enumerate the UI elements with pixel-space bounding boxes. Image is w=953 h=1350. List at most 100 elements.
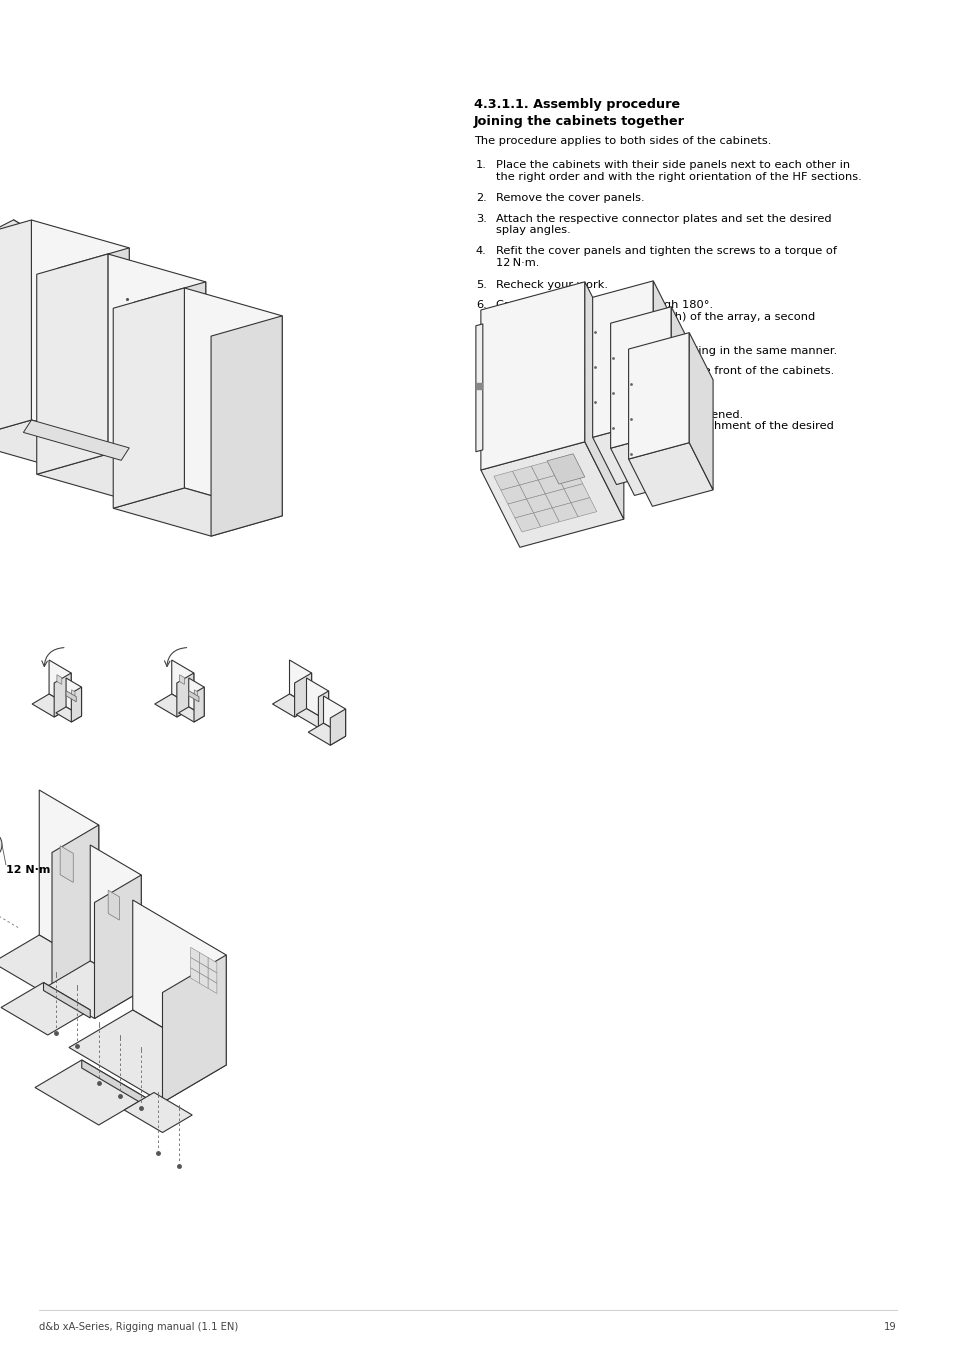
Polygon shape [199,963,208,979]
Polygon shape [54,674,71,717]
Polygon shape [94,875,141,1018]
Polygon shape [296,709,328,728]
Text: Remove the cover panels.: Remove the cover panels. [495,193,643,202]
Polygon shape [113,487,282,536]
Polygon shape [71,687,81,722]
Polygon shape [550,456,576,475]
Polygon shape [547,454,584,485]
Polygon shape [13,220,40,390]
Polygon shape [480,282,584,470]
Text: Joining the cabinets together: Joining the cabinets together [474,115,684,128]
Polygon shape [0,936,99,998]
Text: Carefully turn the array through 180°.
⇒ Depending on the size (length) of the a: Carefully turn the array through 180°. ⇒… [495,300,814,333]
Polygon shape [533,508,558,526]
Text: 6.: 6. [476,300,486,310]
Polygon shape [60,845,73,883]
Polygon shape [122,378,132,396]
Polygon shape [49,660,71,707]
Text: 9.: 9. [476,386,486,397]
Text: 3.: 3. [476,213,486,224]
Polygon shape [330,709,345,745]
Polygon shape [537,475,563,494]
Polygon shape [0,220,31,440]
Polygon shape [671,306,695,479]
Text: Carefully turn the array over onto the front of the cabinets.: Carefully turn the array over onto the f… [495,366,833,377]
Circle shape [0,830,2,859]
Polygon shape [208,968,216,983]
Text: 4.: 4. [476,247,486,256]
Text: Complete the assembly by proceeding in the same manner.: Complete the assembly by proceeding in t… [495,346,836,355]
Polygon shape [39,790,99,971]
Polygon shape [507,500,533,518]
Polygon shape [306,678,328,722]
Text: 7.: 7. [476,346,486,355]
Polygon shape [44,983,91,1018]
Polygon shape [0,420,129,468]
Polygon shape [494,471,519,490]
Polygon shape [35,1060,146,1125]
Polygon shape [592,421,677,485]
Text: Place the cabinets with their side panels next to each other in
the right order : Place the cabinets with their side panel… [495,161,861,182]
Text: 2.: 2. [476,193,486,202]
Polygon shape [0,220,40,254]
Polygon shape [122,333,132,351]
Polygon shape [44,961,141,1018]
Polygon shape [191,957,199,973]
Polygon shape [211,316,282,536]
Polygon shape [24,420,129,460]
Polygon shape [610,306,671,448]
Text: 5.: 5. [476,279,486,289]
Polygon shape [545,489,571,508]
Polygon shape [653,281,677,468]
Polygon shape [32,694,71,717]
Polygon shape [71,690,75,698]
Text: The procedure applies to both sides of the cabinets.: The procedure applies to both sides of t… [474,136,771,146]
Polygon shape [552,502,578,522]
Polygon shape [132,900,226,1065]
Polygon shape [52,825,99,998]
Text: Recheck your work.: Recheck your work. [495,279,607,289]
Polygon shape [688,332,712,490]
Polygon shape [193,687,204,722]
Polygon shape [512,466,537,485]
Polygon shape [66,691,76,702]
Polygon shape [178,707,204,722]
Polygon shape [56,707,81,722]
Polygon shape [134,282,206,502]
Polygon shape [37,454,206,502]
Polygon shape [519,481,545,500]
Polygon shape [189,678,204,716]
Polygon shape [563,483,589,502]
Text: 4.3.1.1. Assembly procedure: 4.3.1.1. Assembly procedure [474,99,679,111]
Polygon shape [57,675,62,684]
Text: Recheck all your work:
–  Check the splay angles.
–  Ensure all screws are prope: Recheck all your work: – Check the splay… [495,386,833,443]
Polygon shape [176,674,193,717]
Polygon shape [124,1092,193,1133]
Polygon shape [58,248,129,468]
Polygon shape [531,462,557,481]
Polygon shape [308,724,345,745]
Polygon shape [189,691,199,702]
Text: 8.: 8. [476,366,486,377]
Polygon shape [289,660,312,707]
Polygon shape [515,513,540,532]
Polygon shape [191,948,199,963]
Polygon shape [199,973,208,988]
Polygon shape [37,254,108,474]
Polygon shape [162,954,226,1103]
Polygon shape [571,498,597,517]
Text: 1.: 1. [476,161,486,170]
Polygon shape [172,660,193,707]
Polygon shape [191,968,199,983]
Polygon shape [66,678,81,716]
Polygon shape [500,485,526,504]
Polygon shape [113,288,184,508]
Polygon shape [610,432,695,495]
Polygon shape [31,220,129,448]
Text: Refit the cover panels and tighten the screws to a torque of
12 N·m.: Refit the cover panels and tighten the s… [495,247,836,269]
Polygon shape [91,845,141,991]
Text: 19: 19 [883,1322,896,1332]
Polygon shape [208,957,216,973]
Polygon shape [557,470,582,489]
Text: 12 N·m: 12 N·m [6,865,51,875]
